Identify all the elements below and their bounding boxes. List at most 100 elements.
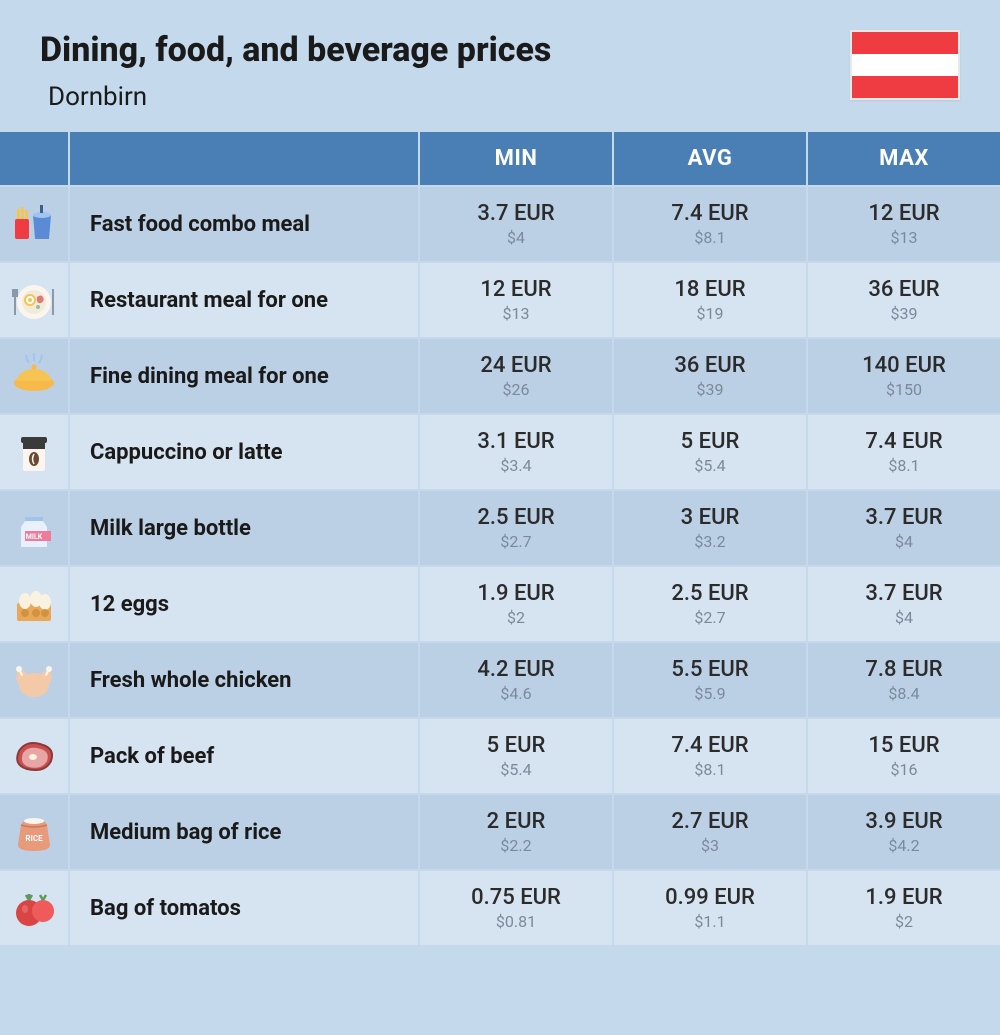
col-header-avg: AVG xyxy=(614,132,808,185)
item-label-cell: Restaurant meal for one xyxy=(70,263,420,337)
flag-icon xyxy=(850,30,960,100)
max-eur: 1.9 EUR xyxy=(865,885,942,910)
min-cell: 4.2 EUR $4.6 xyxy=(420,643,614,717)
max-usd: $2 xyxy=(895,912,913,931)
avg-eur: 5.5 EUR xyxy=(671,657,748,682)
table-row: Cappuccino or latte 3.1 EUR $3.4 5 EUR $… xyxy=(0,415,1000,491)
item-label-cell: Fresh whole chicken xyxy=(70,643,420,717)
avg-usd: $3.2 xyxy=(694,532,725,551)
beef-icon xyxy=(11,733,57,779)
min-usd: $13 xyxy=(503,304,530,323)
item-label: Pack of beef xyxy=(90,744,214,769)
tomatoes-icon xyxy=(11,885,57,931)
coffee-icon xyxy=(11,429,57,475)
avg-usd: $8.1 xyxy=(694,760,725,779)
flag-stripe-mid xyxy=(852,54,958,76)
page-header: Dining, food, and beverage prices Dornbi… xyxy=(0,0,1000,132)
max-cell: 7.4 EUR $8.1 xyxy=(808,415,1000,489)
page-title: Dining, food, and beverage prices xyxy=(40,30,551,70)
table-row: Pack of beef 5 EUR $5.4 7.4 EUR $8.1 15 … xyxy=(0,719,1000,795)
col-header-label xyxy=(70,132,420,185)
min-cell: 3.7 EUR $4 xyxy=(420,187,614,261)
min-eur: 0.75 EUR xyxy=(471,885,561,910)
avg-usd: $3 xyxy=(701,836,719,855)
item-label: Fine dining meal for one xyxy=(90,364,329,389)
max-eur: 7.8 EUR xyxy=(865,657,942,682)
table-row: 12 eggs 1.9 EUR $2 2.5 EUR $2.7 3.7 EUR … xyxy=(0,567,1000,643)
min-usd: $3.4 xyxy=(500,456,531,475)
title-block: Dining, food, and beverage prices Dornbi… xyxy=(40,30,551,112)
table-row: Medium bag of rice 2 EUR $2.2 2.7 EUR $3… xyxy=(0,795,1000,871)
item-icon-cell xyxy=(0,567,70,641)
max-cell: 3.9 EUR $4.2 xyxy=(808,795,1000,869)
avg-eur: 5 EUR xyxy=(681,429,740,454)
min-eur: 5 EUR xyxy=(487,733,546,758)
max-cell: 7.8 EUR $8.4 xyxy=(808,643,1000,717)
avg-cell: 2.7 EUR $3 xyxy=(614,795,808,869)
item-label-cell: Bag of tomatos xyxy=(70,871,420,945)
min-eur: 2 EUR xyxy=(487,809,546,834)
item-icon-cell xyxy=(0,339,70,413)
col-header-max: MAX xyxy=(808,132,1000,185)
max-eur: 15 EUR xyxy=(868,733,939,758)
avg-cell: 36 EUR $39 xyxy=(614,339,808,413)
min-usd: $5.4 xyxy=(500,760,531,779)
avg-eur: 2.5 EUR xyxy=(671,581,748,606)
avg-cell: 5 EUR $5.4 xyxy=(614,415,808,489)
item-label: Cappuccino or latte xyxy=(90,440,283,465)
item-label-cell: Pack of beef xyxy=(70,719,420,793)
flag-stripe-bot xyxy=(852,76,958,98)
avg-usd: $5.9 xyxy=(694,684,725,703)
max-cell: 15 EUR $16 xyxy=(808,719,1000,793)
table-row: Fast food combo meal 3.7 EUR $4 7.4 EUR … xyxy=(0,187,1000,263)
avg-eur: 18 EUR xyxy=(674,277,745,302)
item-icon-cell xyxy=(0,415,70,489)
item-label-cell: Medium bag of rice xyxy=(70,795,420,869)
max-eur: 7.4 EUR xyxy=(865,429,942,454)
col-header-min: MIN xyxy=(420,132,614,185)
item-label-cell: Cappuccino or latte xyxy=(70,415,420,489)
item-label: Fast food combo meal xyxy=(90,212,310,237)
max-cell: 3.7 EUR $4 xyxy=(808,567,1000,641)
min-eur: 12 EUR xyxy=(480,277,551,302)
avg-cell: 5.5 EUR $5.9 xyxy=(614,643,808,717)
min-usd: $2.2 xyxy=(500,836,531,855)
max-usd: $150 xyxy=(886,380,922,399)
max-usd: $8.4 xyxy=(888,684,919,703)
avg-cell: 3 EUR $3.2 xyxy=(614,491,808,565)
min-cell: 2.5 EUR $2.7 xyxy=(420,491,614,565)
item-icon-cell xyxy=(0,795,70,869)
max-eur: 36 EUR xyxy=(868,277,939,302)
item-icon-cell xyxy=(0,871,70,945)
min-eur: 3.7 EUR xyxy=(477,201,554,226)
max-eur: 3.7 EUR xyxy=(865,581,942,606)
min-eur: 3.1 EUR xyxy=(477,429,554,454)
table-row: Fine dining meal for one 24 EUR $26 36 E… xyxy=(0,339,1000,415)
item-label: Fresh whole chicken xyxy=(90,668,292,693)
page-subtitle: Dornbirn xyxy=(48,82,551,112)
item-label: Milk large bottle xyxy=(90,516,251,541)
max-cell: 3.7 EUR $4 xyxy=(808,491,1000,565)
item-icon-cell xyxy=(0,491,70,565)
min-cell: 2 EUR $2.2 xyxy=(420,795,614,869)
restaurant-meal-icon xyxy=(11,277,57,323)
avg-cell: 0.99 EUR $1.1 xyxy=(614,871,808,945)
min-cell: 1.9 EUR $2 xyxy=(420,567,614,641)
max-eur: 3.7 EUR xyxy=(865,505,942,530)
max-usd: $4 xyxy=(895,532,913,551)
avg-usd: $8.1 xyxy=(694,228,725,247)
max-usd: $4 xyxy=(895,608,913,627)
item-label-cell: Fine dining meal for one xyxy=(70,339,420,413)
flag-stripe-top xyxy=(852,32,958,54)
table-row: Bag of tomatos 0.75 EUR $0.81 0.99 EUR $… xyxy=(0,871,1000,947)
milk-icon xyxy=(11,505,57,551)
fast-food-icon xyxy=(11,201,57,247)
min-eur: 1.9 EUR xyxy=(477,581,554,606)
min-usd: $2 xyxy=(507,608,525,627)
max-usd: $4.2 xyxy=(888,836,919,855)
table-row: Fresh whole chicken 4.2 EUR $4.6 5.5 EUR… xyxy=(0,643,1000,719)
avg-cell: 2.5 EUR $2.7 xyxy=(614,567,808,641)
min-cell: 3.1 EUR $3.4 xyxy=(420,415,614,489)
eggs-icon xyxy=(11,581,57,627)
max-cell: 36 EUR $39 xyxy=(808,263,1000,337)
